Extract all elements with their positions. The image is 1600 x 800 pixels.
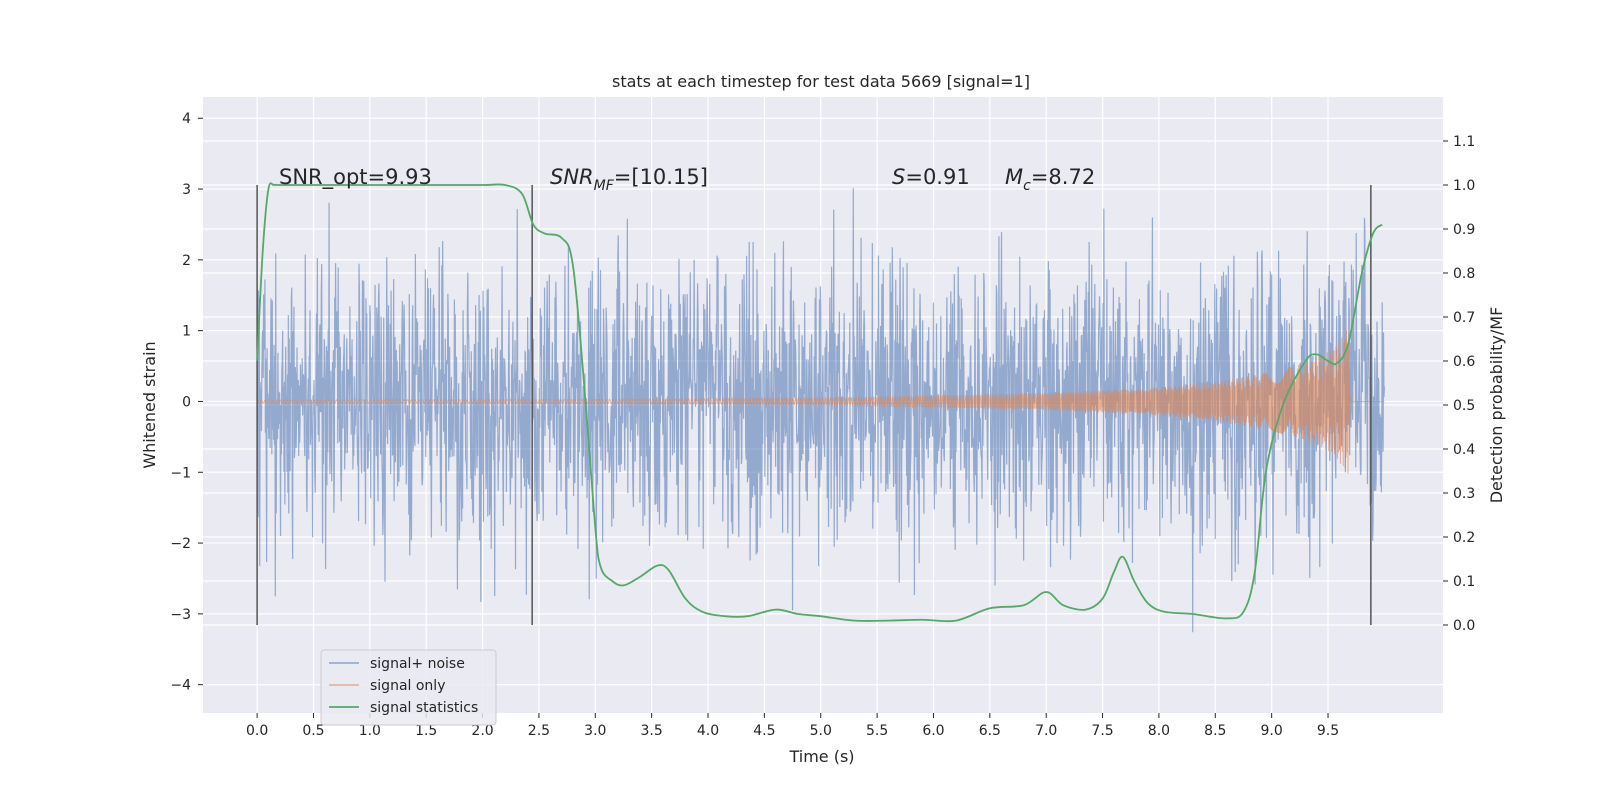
x-tick-label: 6.5: [979, 723, 1001, 739]
y-tick-label-right: 0.9: [1453, 222, 1475, 238]
mc-base: M: [1005, 165, 1023, 189]
mc-value: =8.72: [1031, 165, 1095, 189]
x-tick-label: 3.0: [584, 723, 606, 739]
x-tick-label: 9.5: [1317, 723, 1339, 739]
signal-statistics-line: [256, 182, 1383, 623]
x-tick-label: 9.0: [1261, 723, 1283, 739]
y-tick-label-right: 1.0: [1453, 178, 1475, 194]
x-tick-label: 8.0: [1148, 723, 1170, 739]
y-tick-label-right: 0.2: [1453, 530, 1475, 546]
y-tick-label-right: 0.5: [1453, 398, 1475, 414]
y-tick-label-left: −1: [170, 465, 191, 481]
legend-label-signal-noise: signal+ noise: [370, 656, 465, 672]
legend-label-signal-only: signal only: [370, 678, 445, 694]
snr-mf-base: SNR: [550, 165, 594, 189]
y-tick-label-left: −4: [170, 678, 191, 694]
x-tick-label: 6.0: [922, 723, 944, 739]
s-value: =0.91: [905, 165, 969, 189]
y-axis-label-left: Whitened strain: [140, 341, 159, 468]
vertical-markers: [256, 185, 1372, 625]
legend: signal+ noise signal only signal statist…: [320, 649, 497, 726]
y-tick-label-left: 2: [182, 253, 191, 269]
x-tick-label: 5.5: [866, 723, 888, 739]
y-tick-label-right: 0.0: [1453, 618, 1475, 634]
x-tick-label: 8.5: [1204, 723, 1226, 739]
x-tick-label: 7.5: [1091, 723, 1113, 739]
snr-mf-value: =[10.15]: [614, 165, 708, 189]
y-axis-label-right: Detection probability/MF: [1487, 307, 1506, 504]
x-tick-label: 1.0: [359, 723, 381, 739]
snr-opt-annotation: SNR_opt=9.93: [279, 165, 432, 190]
y-tick-label-left: 3: [182, 182, 191, 198]
y-tick-label-left: −3: [170, 607, 191, 623]
s-label: S: [892, 165, 905, 189]
x-tick-label: 5.0: [810, 723, 832, 739]
x-tick-label: 3.5: [641, 723, 663, 739]
y-tick-label-right: 1.1: [1453, 134, 1475, 150]
y-tick-label-left: 4: [182, 111, 191, 127]
signal-statistics-series: [256, 182, 1383, 623]
y-tick-label-right: 0.4: [1453, 442, 1475, 458]
y-tick-label-right: 0.6: [1453, 354, 1475, 370]
y-tick-label-left: −2: [170, 536, 191, 552]
y-tick-label-right: 0.1: [1453, 574, 1475, 590]
y-tick-label-left: 1: [182, 324, 191, 340]
mc-sub: c: [1023, 178, 1031, 194]
legend-box: [320, 649, 497, 726]
x-tick-label: 0.0: [246, 723, 268, 739]
mc-annotation: Mc=8.72: [1005, 165, 1095, 194]
y-tick-label-left: 0: [182, 394, 191, 410]
x-tick-label: 1.5: [415, 723, 437, 739]
x-tick-label: 0.5: [302, 723, 324, 739]
s-annotation: S=0.91: [892, 165, 970, 189]
x-tick-label: 4.5: [753, 723, 775, 739]
x-axis-label: Time (s): [788, 747, 854, 766]
x-tick-label: 2.5: [528, 723, 550, 739]
x-tick-label: 2.0: [471, 723, 493, 739]
x-tick-label: 7.0: [1035, 723, 1057, 739]
legend-label-signal-statistics: signal statistics: [370, 700, 478, 716]
snr-mf-sub: MF: [594, 178, 615, 194]
chart-title: stats at each timestep for test data 566…: [612, 72, 1030, 91]
tick-labels: 0.0 0.5 1.0 1.5 2.0 2.5 3.0 3.5 4.0 4.5 5.0 5.5 6.0 6…: [170, 111, 1475, 739]
y-tick-label-right: 0.7: [1453, 310, 1475, 326]
snr-mf-annotation: SNRMF=[10.15]: [550, 165, 708, 194]
x-tick-label: 4.0: [697, 723, 719, 739]
y-tick-label-right: 0.8: [1453, 266, 1475, 282]
y-tick-label-right: 0.3: [1453, 486, 1475, 502]
signal-only-line: [256, 329, 1385, 474]
signal-only-series: [256, 329, 1385, 474]
